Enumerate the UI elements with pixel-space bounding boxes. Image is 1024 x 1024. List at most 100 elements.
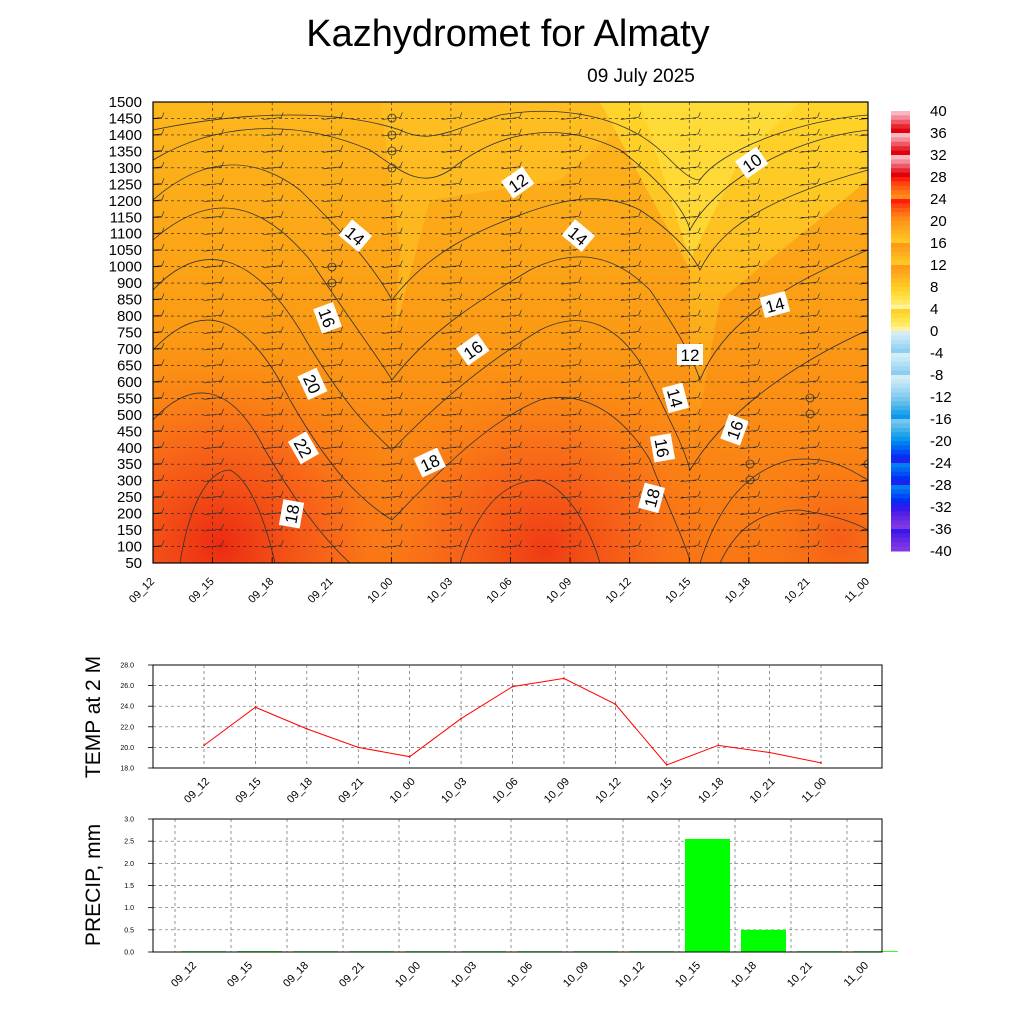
colorbar-swatch — [891, 269, 910, 275]
colorbar-swatch — [891, 251, 910, 257]
wind-barb-flag — [578, 161, 582, 167]
colorbar-swatch — [891, 419, 910, 424]
wind-barb-shaft — [382, 347, 401, 351]
height-tick-label: 450 — [117, 423, 142, 440]
wind-barb-shaft — [382, 380, 401, 384]
wind-barb-flag — [280, 244, 284, 250]
temp-time-label: 10_18 — [696, 776, 726, 806]
colorbar-swatch — [891, 405, 910, 411]
wind-barb-flag — [280, 408, 284, 414]
wind-barb-flag — [459, 260, 463, 266]
wind-barb-flag — [578, 375, 582, 382]
wind-barb-shaft — [441, 232, 460, 236]
wind-barb-shaft — [382, 281, 401, 285]
wind-barb-flag — [697, 458, 701, 464]
wind-barb-shaft — [441, 117, 460, 120]
wind-barb-shaft — [561, 117, 580, 120]
colorbar-swatch — [891, 397, 910, 402]
wind-barb-flag — [340, 507, 344, 513]
wind-barb-flag — [877, 376, 879, 381]
wind-barb-flag — [697, 145, 701, 151]
wind-barb-shaft — [858, 414, 868, 417]
wind-barb-shaft — [441, 166, 460, 170]
wind-barb-shaft — [263, 133, 282, 137]
wind-barb-flag — [340, 474, 344, 480]
wind-barb-flag — [578, 128, 582, 135]
wind-barb-flag — [757, 392, 761, 398]
wind-barb-shaft — [263, 397, 282, 400]
wind-barb-shaft — [620, 298, 639, 301]
wind-barb-shaft — [382, 166, 401, 170]
wind-barb-flag — [697, 540, 701, 546]
wind-barb-shaft — [680, 182, 699, 186]
wind-barb-flag — [697, 326, 701, 332]
wind-barb-shaft — [858, 480, 868, 483]
wind-barb-shaft — [858, 266, 868, 268]
wind-barb-flag — [578, 458, 582, 464]
height-tick-label: 150 — [117, 522, 142, 539]
colorbar-swatch — [891, 185, 910, 191]
wind-barb-shaft — [858, 216, 868, 219]
wind-barb-flag — [340, 178, 344, 184]
colorbar-label: -32 — [930, 499, 952, 516]
wind-barb-shaft — [739, 413, 758, 417]
colorbar-swatch — [891, 379, 910, 385]
temp-point — [614, 703, 617, 706]
wind-barb-shaft — [561, 413, 580, 417]
colorbar-swatch — [891, 454, 910, 460]
wind-barb-flag — [817, 458, 820, 464]
wind-barb-flag — [221, 178, 224, 184]
wind-barb-shaft — [739, 314, 758, 318]
wind-barb-shaft — [263, 380, 282, 384]
wind-barb-shaft — [799, 479, 818, 483]
wind-barb-flag — [221, 342, 224, 349]
wind-barb-shaft — [680, 446, 699, 450]
wind-barb-shaft — [441, 281, 460, 285]
colorbar-swatch — [891, 432, 910, 438]
wind-barb-shaft — [561, 133, 580, 137]
wind-barb-flag — [757, 474, 761, 480]
wind-barb-shaft — [382, 397, 401, 400]
wind-barb-shaft — [322, 429, 341, 433]
temp-point — [460, 717, 462, 720]
contour-label-box — [649, 433, 676, 463]
temp-point — [357, 746, 360, 749]
wind-barb-shaft — [441, 133, 460, 137]
wind-barb-flag — [221, 260, 224, 266]
wind-barb-flag — [340, 260, 344, 266]
wind-barb-flag — [400, 540, 403, 546]
colorbar-swatch — [891, 243, 910, 248]
temp-point — [511, 685, 514, 688]
wind-barb-flag — [221, 326, 224, 332]
time-tick-label: 11_00 — [843, 576, 873, 606]
wind-barb-flag — [400, 260, 403, 266]
contour-label: 20 — [297, 367, 328, 401]
wind-barb-flag — [638, 458, 641, 464]
time-tick-label: 10_15 — [663, 576, 693, 606]
wind-barb-flag — [400, 244, 403, 250]
wind-barb-shaft — [263, 347, 282, 351]
wind-barb-flag — [459, 392, 463, 398]
wind-barb-shaft — [561, 150, 580, 153]
wind-barb-shaft — [858, 134, 868, 137]
wind-barb-shaft — [680, 133, 699, 137]
colorbar-label: -16 — [930, 411, 952, 428]
precip-bar — [685, 838, 730, 952]
colorbar-swatch — [891, 260, 910, 266]
wind-barb-flag — [757, 441, 761, 447]
wind-barb-flag — [697, 194, 701, 200]
colorbar-label: 36 — [930, 125, 947, 142]
wind-barb-flag — [519, 112, 522, 118]
wind-barb-shaft — [441, 446, 460, 450]
wind-barb-shaft — [858, 513, 868, 515]
wind-barb-shaft — [501, 298, 520, 301]
colorbar-swatch — [891, 445, 910, 451]
wind-barb-shaft — [620, 512, 639, 515]
wind-barb-shaft — [620, 495, 639, 499]
wind-barb-shaft — [263, 446, 282, 450]
wind-barb-shaft — [680, 215, 699, 219]
height-tick-label: 750 — [117, 325, 142, 342]
wind-barb-shaft — [501, 512, 520, 515]
temperature-contour-line — [699, 458, 868, 563]
colorbar-swatch — [891, 229, 910, 235]
